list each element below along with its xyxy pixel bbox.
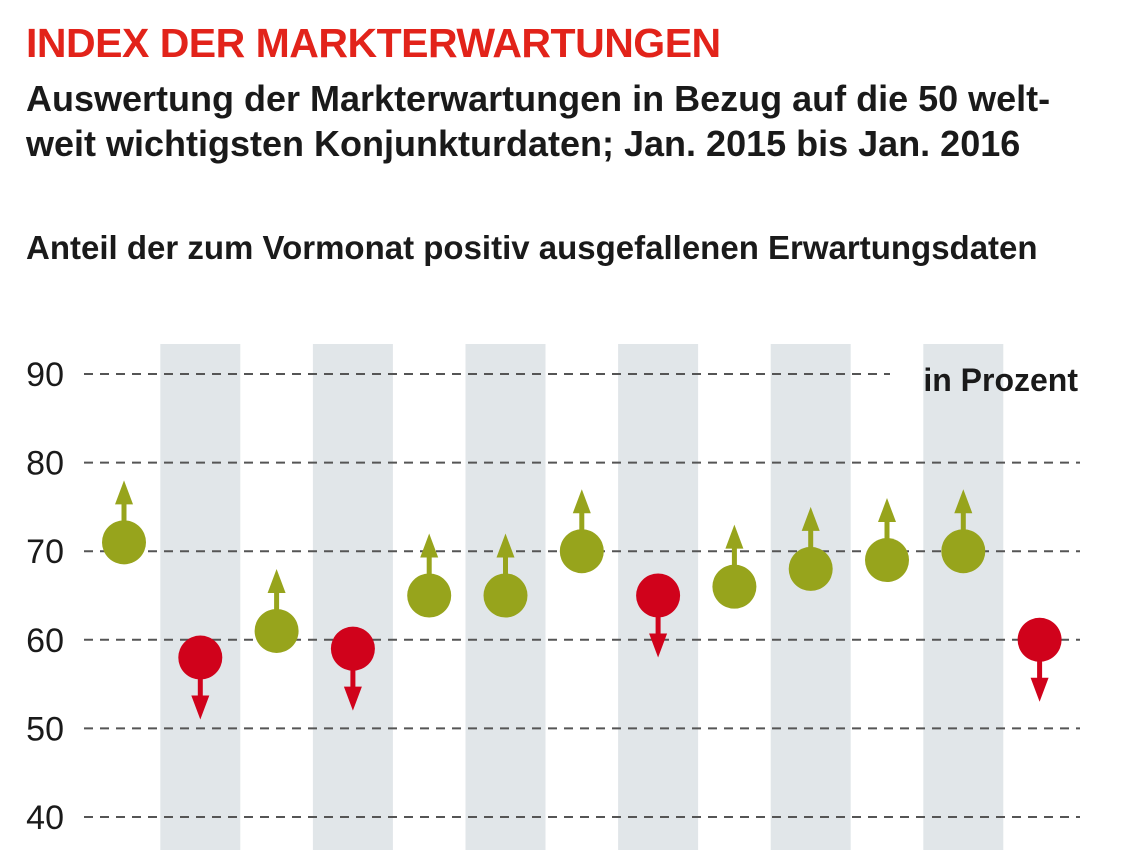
data-point-up [407,533,452,618]
column-band [770,344,851,850]
data-point-down [330,626,375,711]
arrow-up-icon [115,480,133,505]
arrow-up-icon [878,498,896,523]
arrow-up-icon [954,489,973,514]
data-point-marker [788,546,833,591]
arrow-up-icon [572,489,591,514]
column-band [923,344,1004,850]
data-point-up [102,480,146,565]
arrow-down-icon [343,686,362,711]
data-point-up [559,489,604,574]
chart-title: INDEX DER MARKTERWARTUNGEN [26,20,721,66]
data-point-up [254,568,299,653]
data-point-up [483,533,528,618]
arrow-up-icon [801,506,820,531]
arrow-up-icon [420,533,439,558]
data-point-marker [712,564,757,609]
data-point-marker [330,626,375,671]
arrow-up-icon [267,568,286,593]
data-point-up [712,524,757,609]
data-point-down [1017,617,1062,702]
data-point-marker [636,573,681,618]
subtitle-line-2: weit wichtigsten Konjunkturdaten; Jan. 2… [26,123,1021,164]
data-point-marker [407,573,452,618]
data-point-marker [941,529,986,574]
chart-subtitle: Auswertung der Markterwartungen in Bezug… [26,76,1116,166]
arrow-up-icon [725,524,744,549]
data-point-marker [178,635,223,680]
data-marks [102,480,1062,720]
y-tick-label: 70 [26,533,64,571]
data-point-marker [254,608,299,653]
arrow-down-icon [191,695,210,720]
data-point-marker [102,520,146,565]
unit-label: in Prozent [923,362,1078,398]
data-point-up [941,489,986,574]
data-point-marker [865,538,909,583]
y-tick-label: 50 [26,710,64,748]
y-tick-label: 60 [26,622,64,660]
subtitle-line-1: Auswertung der Markterwartungen in Bezug… [26,78,1051,119]
arrow-up-icon [496,533,515,558]
chart-caption: Anteil der zum Vormonat positiv ausgefal… [26,229,1038,266]
data-point-marker [483,573,528,618]
y-axis-ticks: 40 50 60 70 80 90 [26,356,64,837]
column-band [312,344,393,850]
data-point-down [636,573,681,658]
arrow-down-icon [1030,677,1049,702]
data-point-marker [559,529,604,574]
y-tick-label: 90 [26,356,64,394]
y-tick-label: 40 [26,799,64,837]
data-point-up [788,506,833,591]
y-tick-label: 80 [26,445,64,483]
column-bands [160,344,1004,850]
data-point-down [178,635,223,720]
column-band [160,344,241,850]
data-point-up [865,498,909,583]
data-point-marker [1017,617,1062,662]
arrow-down-icon [649,633,668,658]
